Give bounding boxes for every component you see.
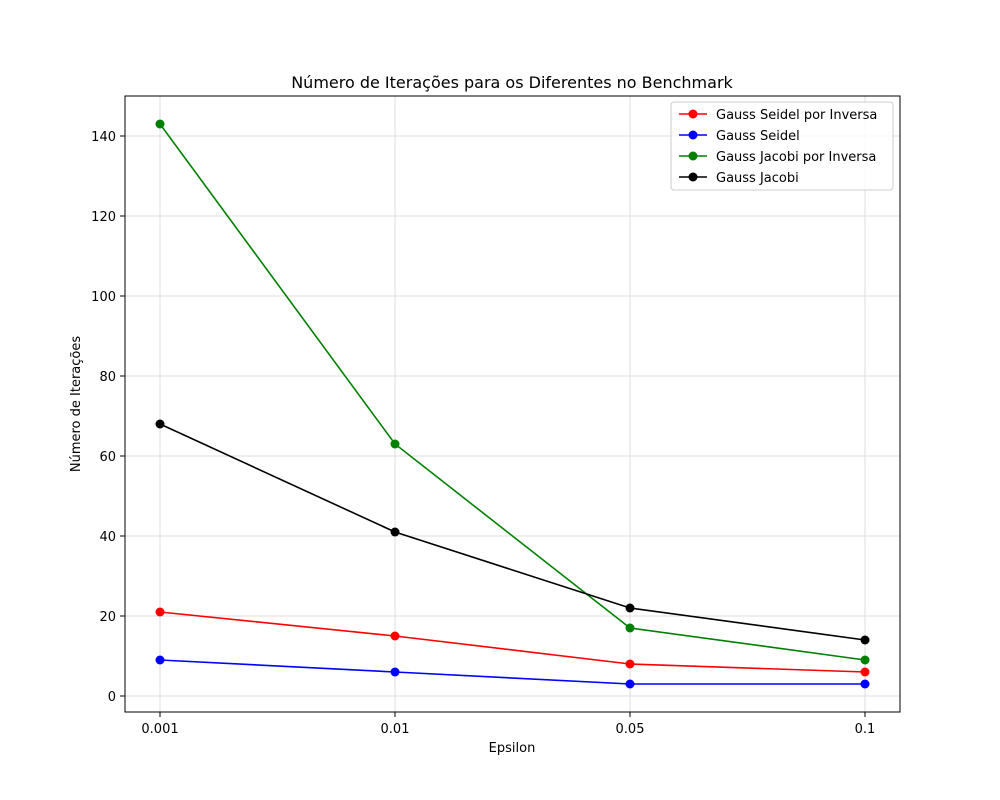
y-tick-label: 0 <box>108 690 116 705</box>
y-tick-label: 120 <box>91 210 116 225</box>
x-tick-label: 0.01 <box>381 722 410 737</box>
series-line <box>159 659 865 685</box>
y-tick-label: 40 <box>99 530 116 545</box>
y-tick-label: 20 <box>99 610 116 625</box>
data-point <box>860 655 870 665</box>
data-point <box>860 635 870 645</box>
x-tick-label: 0.001 <box>141 722 178 737</box>
data-point <box>625 679 635 689</box>
data-point <box>390 439 400 449</box>
data-point <box>155 655 165 665</box>
data-point <box>625 623 635 633</box>
data-point <box>390 667 400 677</box>
y-tick-label: 140 <box>91 130 116 145</box>
data-point <box>155 419 165 429</box>
legend-box <box>670 101 894 191</box>
series-line <box>159 611 866 673</box>
data-point <box>860 667 870 677</box>
legend-entry-label: Gauss Jacobi por Inversa <box>716 150 876 165</box>
x-tick-label: 0.1 <box>855 722 876 737</box>
grid-layer <box>125 96 900 712</box>
series-line <box>159 423 866 641</box>
legend: Gauss Seidel por Inversa Gauss Seidel Gaus… <box>670 101 894 191</box>
data-point <box>860 679 870 689</box>
plot-area-frame <box>124 95 901 713</box>
data-point <box>155 119 165 129</box>
legend-marker <box>688 172 698 182</box>
series-layer <box>155 119 870 689</box>
legend-entry-label: Gauss Seidel por Inversa <box>716 108 877 123</box>
tick-layer: 0.001 0.01 0.05 0.1 0 20 40 60 80 100 120 140 <box>91 130 875 737</box>
x-axis-label: Epsilon <box>489 741 536 756</box>
y-tick-label: 80 <box>99 370 116 385</box>
data-point <box>625 659 635 669</box>
legend-marker <box>688 109 698 119</box>
data-point <box>625 603 635 613</box>
data-point <box>390 527 400 537</box>
x-tick-label: 0.05 <box>616 722 645 737</box>
legend-marker <box>688 151 698 161</box>
chart-title: Número de Iterações para os Diferentes n… <box>291 73 733 92</box>
legend-marker <box>688 130 698 140</box>
series-line <box>159 123 866 661</box>
data-point <box>155 607 165 617</box>
y-tick-label: 100 <box>91 290 116 305</box>
y-axis-label: Número de Iterações <box>69 336 84 472</box>
legend-entry-label: Gauss Seidel <box>716 129 800 144</box>
data-point <box>390 631 400 641</box>
legend-entry-label: Gauss Jacobi <box>716 171 799 186</box>
y-tick-label: 60 <box>99 450 116 465</box>
